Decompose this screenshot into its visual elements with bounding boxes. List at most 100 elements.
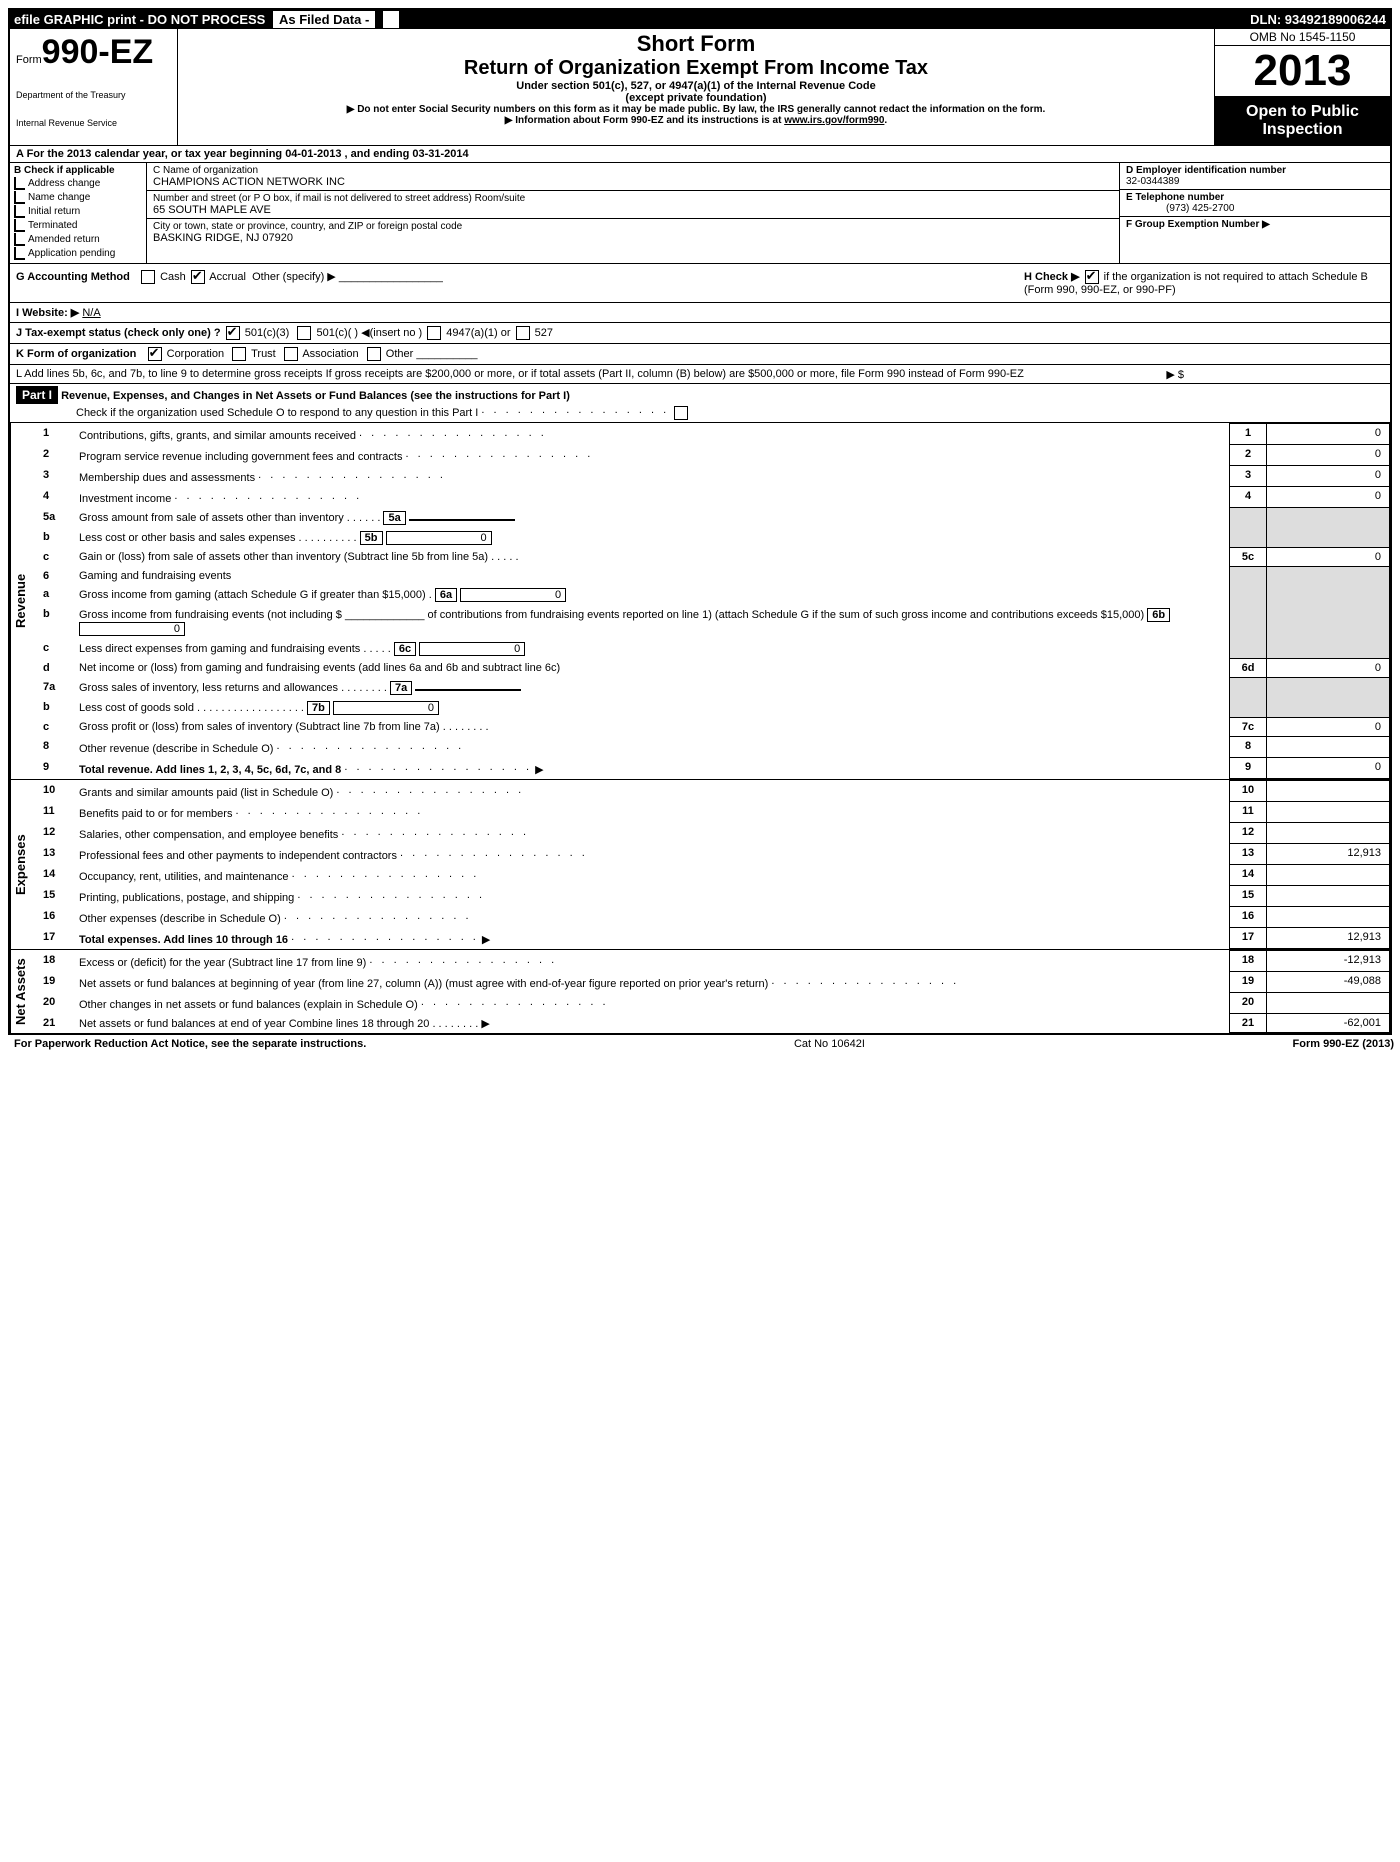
line-6d-desc: Net income or (loss) from gaming and fun… <box>79 662 560 674</box>
line-19-val: -49,088 <box>1267 972 1390 993</box>
chk-527[interactable] <box>516 326 530 340</box>
chk-application-pending[interactable]: Application pending <box>28 248 115 259</box>
row-i-website: I Website: ▶ N/A <box>10 303 1390 323</box>
open-to-public: Open to Public Inspection <box>1215 97 1390 145</box>
line-13-desc: Professional fees and other payments to … <box>79 850 397 862</box>
line-7a-val <box>415 689 521 691</box>
chk-association[interactable] <box>284 347 298 361</box>
line-a-text: A For the 2013 calendar year, or tax yea… <box>16 148 469 160</box>
expenses-section: Expenses 10Grants and similar amounts pa… <box>10 780 1390 950</box>
chk-corporation[interactable] <box>148 347 162 361</box>
line-12-desc: Salaries, other compensation, and employ… <box>79 829 338 841</box>
j-527: 527 <box>535 327 553 339</box>
tel-label: E Telephone number <box>1126 192 1224 203</box>
form-prefix: Form <box>16 54 42 66</box>
line-7a-desc: Gross sales of inventory, less returns a… <box>79 682 338 694</box>
chk-part1-schedule-o[interactable] <box>674 406 688 420</box>
line-13-val: 12,913 <box>1267 844 1390 865</box>
line-2-desc: Program service revenue including govern… <box>79 451 402 463</box>
topbar-mid: As Filed Data - <box>273 11 375 28</box>
chk-accrual[interactable] <box>191 270 205 284</box>
title-return: Return of Organization Exempt From Incom… <box>186 57 1206 80</box>
line-5c-val: 0 <box>1267 548 1390 567</box>
line-6d-val: 0 <box>1267 659 1390 678</box>
chk-name-change[interactable]: Name change <box>28 192 90 203</box>
subtitle-except: (except private foundation) <box>186 92 1206 104</box>
h-label: H Check ▶ <box>1024 271 1080 283</box>
l-amount: ▶ $ <box>1166 368 1384 381</box>
note-info: ▶ Information about Form 990-EZ and its … <box>186 115 1206 126</box>
chk-address-change[interactable]: Address change <box>28 178 100 189</box>
k-corp: Corporation <box>167 348 224 360</box>
j-501c: 501(c)( ) ◀(insert no ) <box>317 327 423 339</box>
line-11-desc: Benefits paid to or for members <box>79 808 232 820</box>
part1-header: Part I Revenue, Expenses, and Changes in… <box>10 384 1390 423</box>
line-a-tax-year: A For the 2013 calendar year, or tax yea… <box>10 146 1390 163</box>
line-7c-desc: Gross profit or (loss) from sales of inv… <box>79 721 440 733</box>
line-21-val: -62,001 <box>1267 1014 1390 1033</box>
line-6a-val: 0 <box>460 588 566 602</box>
j-501c3: 501(c)(3) <box>245 327 290 339</box>
col-d-info: D Employer identification number 32-0344… <box>1119 163 1390 263</box>
g-accrual-label: Accrual <box>209 271 246 283</box>
website-value: N/A <box>82 307 100 319</box>
dept-treasury: Department of the Treasury <box>16 90 171 100</box>
line-9-desc: Total revenue. Add lines 1, 2, 3, 4, 5c,… <box>79 764 341 776</box>
form-container: efile GRAPHIC print - DO NOT PROCESS As … <box>8 8 1392 1035</box>
line-2-val: 0 <box>1267 445 1390 466</box>
form-header: Form990-EZ Department of the Treasury In… <box>10 29 1390 146</box>
ein-label: D Employer identification number <box>1126 165 1286 176</box>
line-9-val: 0 <box>1267 758 1390 779</box>
line-7b-desc: Less cost of goods sold <box>79 702 194 714</box>
net-assets-table: 18Excess or (deficit) for the year (Subt… <box>33 950 1390 1033</box>
tel-value: (973) 425-2700 <box>1126 203 1234 214</box>
city: BASKING RIDGE, NJ 07920 <box>153 232 1113 244</box>
line-12-val <box>1267 823 1390 844</box>
topbar-right: DLN: 93492189006244 <box>1250 12 1386 27</box>
line-5a-val <box>409 519 515 521</box>
chk-schedule-b[interactable] <box>1085 270 1099 284</box>
line-6c-desc: Less direct expenses from gaming and fun… <box>79 643 360 655</box>
title-short-form: Short Form <box>186 31 1206 57</box>
line-20-val <box>1267 993 1390 1014</box>
irs-link[interactable]: www.irs.gov/form990 <box>784 115 884 126</box>
topbar-blank <box>383 11 399 28</box>
chk-terminated[interactable]: Terminated <box>28 220 77 231</box>
expenses-side-label: Expenses <box>10 780 33 949</box>
line-3-desc: Membership dues and assessments <box>79 472 255 484</box>
revenue-table: 1Contributions, gifts, grants, and simil… <box>33 423 1390 779</box>
part1-title: Revenue, Expenses, and Changes in Net As… <box>61 390 570 402</box>
col-b-title: B Check if applicable <box>14 165 115 176</box>
chk-initial-return[interactable]: Initial return <box>28 206 80 217</box>
chk-cash[interactable] <box>141 270 155 284</box>
j-label: J Tax-exempt status (check only one) ? <box>16 327 221 339</box>
chk-501c[interactable] <box>297 326 311 340</box>
chk-other-org[interactable] <box>367 347 381 361</box>
group-exemption-label: F Group Exemption Number ▶ <box>1126 219 1270 230</box>
net-assets-side-label: Net Assets <box>10 950 33 1033</box>
chk-4947[interactable] <box>427 326 441 340</box>
tax-year: 2013 <box>1215 46 1390 97</box>
line-5b-val: 0 <box>386 531 492 545</box>
line-11-val <box>1267 802 1390 823</box>
line-10-val <box>1267 781 1390 802</box>
line-4-desc: Investment income <box>79 493 171 505</box>
line-18-val: -12,913 <box>1267 951 1390 972</box>
row-l-gross-receipts: L Add lines 5b, 6c, and 7b, to line 9 to… <box>10 365 1390 384</box>
revenue-side-label: Revenue <box>10 423 33 779</box>
row-gh: G Accounting Method Cash Accrual Other (… <box>10 264 1390 303</box>
g-other-label: Other (specify) ▶ <box>252 271 336 283</box>
chk-501c3[interactable] <box>226 326 240 340</box>
k-assoc: Association <box>302 348 358 360</box>
street: 65 SOUTH MAPLE AVE <box>153 204 1113 216</box>
g-label: G Accounting Method <box>16 271 130 283</box>
line-18-desc: Excess or (deficit) for the year (Subtra… <box>79 957 366 969</box>
header-center: Short Form Return of Organization Exempt… <box>178 29 1214 145</box>
header-right: OMB No 1545-1150 2013 Open to Public Ins… <box>1214 29 1390 145</box>
header-left: Form990-EZ Department of the Treasury In… <box>10 29 178 145</box>
line-5a-desc: Gross amount from sale of assets other t… <box>79 512 344 524</box>
chk-amended[interactable]: Amended return <box>28 234 100 245</box>
col-c-entity: C Name of organization CHAMPIONS ACTION … <box>147 163 1119 263</box>
chk-trust[interactable] <box>232 347 246 361</box>
line-15-desc: Printing, publications, postage, and shi… <box>79 892 294 904</box>
